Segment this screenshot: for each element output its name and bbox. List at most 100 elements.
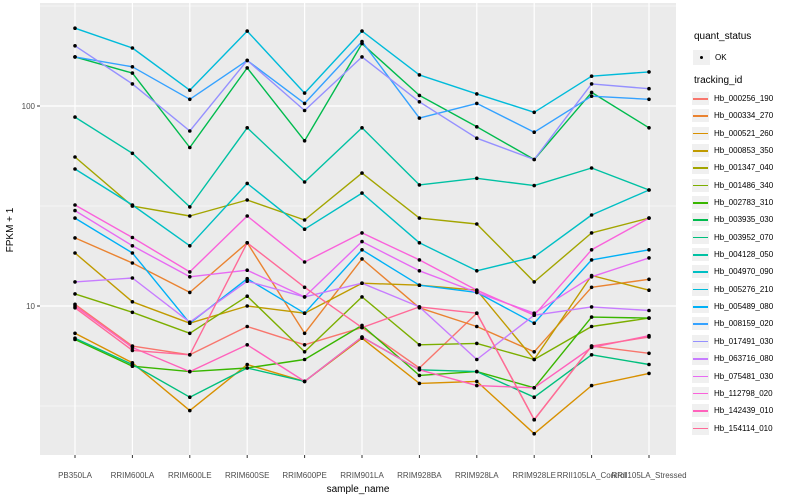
data-point[interactable]: [130, 310, 135, 315]
data-point[interactable]: [188, 395, 192, 400]
data-point[interactable]: [360, 29, 364, 33]
data-point[interactable]: [532, 386, 536, 390]
data-point[interactable]: [360, 335, 364, 339]
data-point[interactable]: [73, 203, 77, 207]
data-point[interactable]: [417, 283, 422, 288]
data-point[interactable]: [188, 205, 192, 209]
data-point[interactable]: [302, 311, 307, 316]
data-point[interactable]: [245, 181, 249, 186]
data-point[interactable]: [532, 280, 536, 284]
data-point[interactable]: [532, 321, 536, 326]
data-point[interactable]: [417, 381, 422, 386]
data-point[interactable]: [245, 362, 249, 367]
legend-item-Hb_003952_070[interactable]: Hb_003952_070: [692, 230, 773, 244]
data-point[interactable]: [647, 362, 651, 367]
data-point[interactable]: [360, 239, 364, 244]
data-point[interactable]: [532, 350, 536, 354]
data-point[interactable]: [589, 90, 594, 95]
data-point[interactable]: [647, 351, 651, 356]
data-point[interactable]: [302, 379, 307, 384]
data-point[interactable]: [589, 305, 594, 309]
data-point[interactable]: [188, 214, 192, 218]
data-point[interactable]: [360, 248, 364, 252]
data-point[interactable]: [188, 331, 192, 336]
data-point[interactable]: [130, 235, 135, 240]
data-point[interactable]: [188, 290, 192, 295]
data-point[interactable]: [589, 344, 594, 348]
data-point[interactable]: [130, 348, 135, 353]
data-point[interactable]: [532, 157, 536, 162]
data-point[interactable]: [647, 188, 651, 192]
legend-item-Hb_005276_210[interactable]: Hb_005276_210: [692, 282, 773, 296]
data-point[interactable]: [647, 248, 651, 252]
data-point[interactable]: [589, 383, 594, 388]
data-point[interactable]: [360, 231, 364, 235]
data-point[interactable]: [245, 324, 249, 329]
legend-item-Hb_063716_080[interactable]: Hb_063716_080: [692, 352, 773, 366]
data-point[interactable]: [188, 408, 192, 413]
data-point[interactable]: [475, 125, 479, 129]
data-point[interactable]: [302, 331, 307, 336]
data-point[interactable]: [475, 288, 479, 293]
data-point[interactable]: [360, 171, 364, 175]
data-point[interactable]: [302, 357, 307, 362]
data-point[interactable]: [245, 198, 249, 202]
legend-item-Hb_002783_310[interactable]: Hb_002783_310: [692, 196, 773, 210]
data-point[interactable]: [130, 203, 135, 207]
data-point[interactable]: [130, 276, 135, 280]
legend-item-Hb_017491_030[interactable]: Hb_017491_030: [692, 334, 773, 348]
data-point[interactable]: [188, 270, 192, 274]
data-point[interactable]: [73, 216, 77, 220]
data-point[interactable]: [532, 130, 536, 134]
data-point[interactable]: [589, 248, 594, 252]
data-point[interactable]: [73, 55, 77, 59]
data-point[interactable]: [475, 101, 479, 106]
data-point[interactable]: [360, 126, 364, 130]
data-point[interactable]: [360, 55, 364, 59]
data-point[interactable]: [73, 115, 77, 119]
data-point[interactable]: [589, 213, 594, 217]
data-point[interactable]: [475, 341, 479, 346]
data-point[interactable]: [302, 218, 307, 222]
legend-item-Hb_000256_190[interactable]: Hb_000256_190: [692, 92, 773, 105]
data-point[interactable]: [188, 275, 192, 279]
data-point[interactable]: [302, 139, 307, 143]
data-point[interactable]: [245, 268, 249, 273]
data-point[interactable]: [188, 129, 192, 133]
data-point[interactable]: [475, 324, 479, 329]
data-point[interactable]: [647, 86, 651, 91]
data-point[interactable]: [73, 251, 77, 255]
data-point[interactable]: [475, 311, 479, 316]
data-point[interactable]: [532, 431, 536, 436]
data-point[interactable]: [245, 276, 249, 281]
data-point[interactable]: [532, 313, 536, 318]
data-point[interactable]: [130, 65, 135, 69]
data-point[interactable]: [647, 126, 651, 130]
data-point[interactable]: [73, 26, 77, 31]
data-point[interactable]: [73, 44, 77, 48]
legend-item-Hb_008159_020[interactable]: Hb_008159_020: [692, 317, 773, 331]
legend-item-Hb_154114_010[interactable]: Hb_154114_010: [692, 421, 773, 435]
data-point[interactable]: [360, 295, 364, 299]
data-point[interactable]: [73, 306, 77, 310]
data-point[interactable]: [417, 258, 422, 262]
data-point[interactable]: [417, 305, 422, 309]
data-point[interactable]: [589, 324, 594, 329]
legend-item-Hb_000334_270[interactable]: Hb_000334_270: [692, 109, 773, 123]
data-point[interactable]: [417, 183, 422, 187]
data-point[interactable]: [302, 180, 307, 184]
legend-item-Hb_142439_010[interactable]: Hb_142439_010: [692, 404, 773, 418]
data-point[interactable]: [302, 350, 307, 354]
data-point[interactable]: [417, 343, 422, 347]
data-point[interactable]: [589, 82, 594, 86]
data-point[interactable]: [475, 357, 479, 362]
data-point[interactable]: [245, 279, 249, 284]
data-point[interactable]: [130, 362, 135, 367]
legend-item-Hb_004128_050[interactable]: Hb_004128_050: [692, 248, 773, 262]
data-point[interactable]: [589, 353, 594, 357]
data-point[interactable]: [417, 116, 422, 120]
data-point[interactable]: [130, 151, 135, 156]
data-point[interactable]: [245, 66, 249, 70]
data-point[interactable]: [245, 294, 249, 299]
data-point[interactable]: [245, 304, 249, 308]
